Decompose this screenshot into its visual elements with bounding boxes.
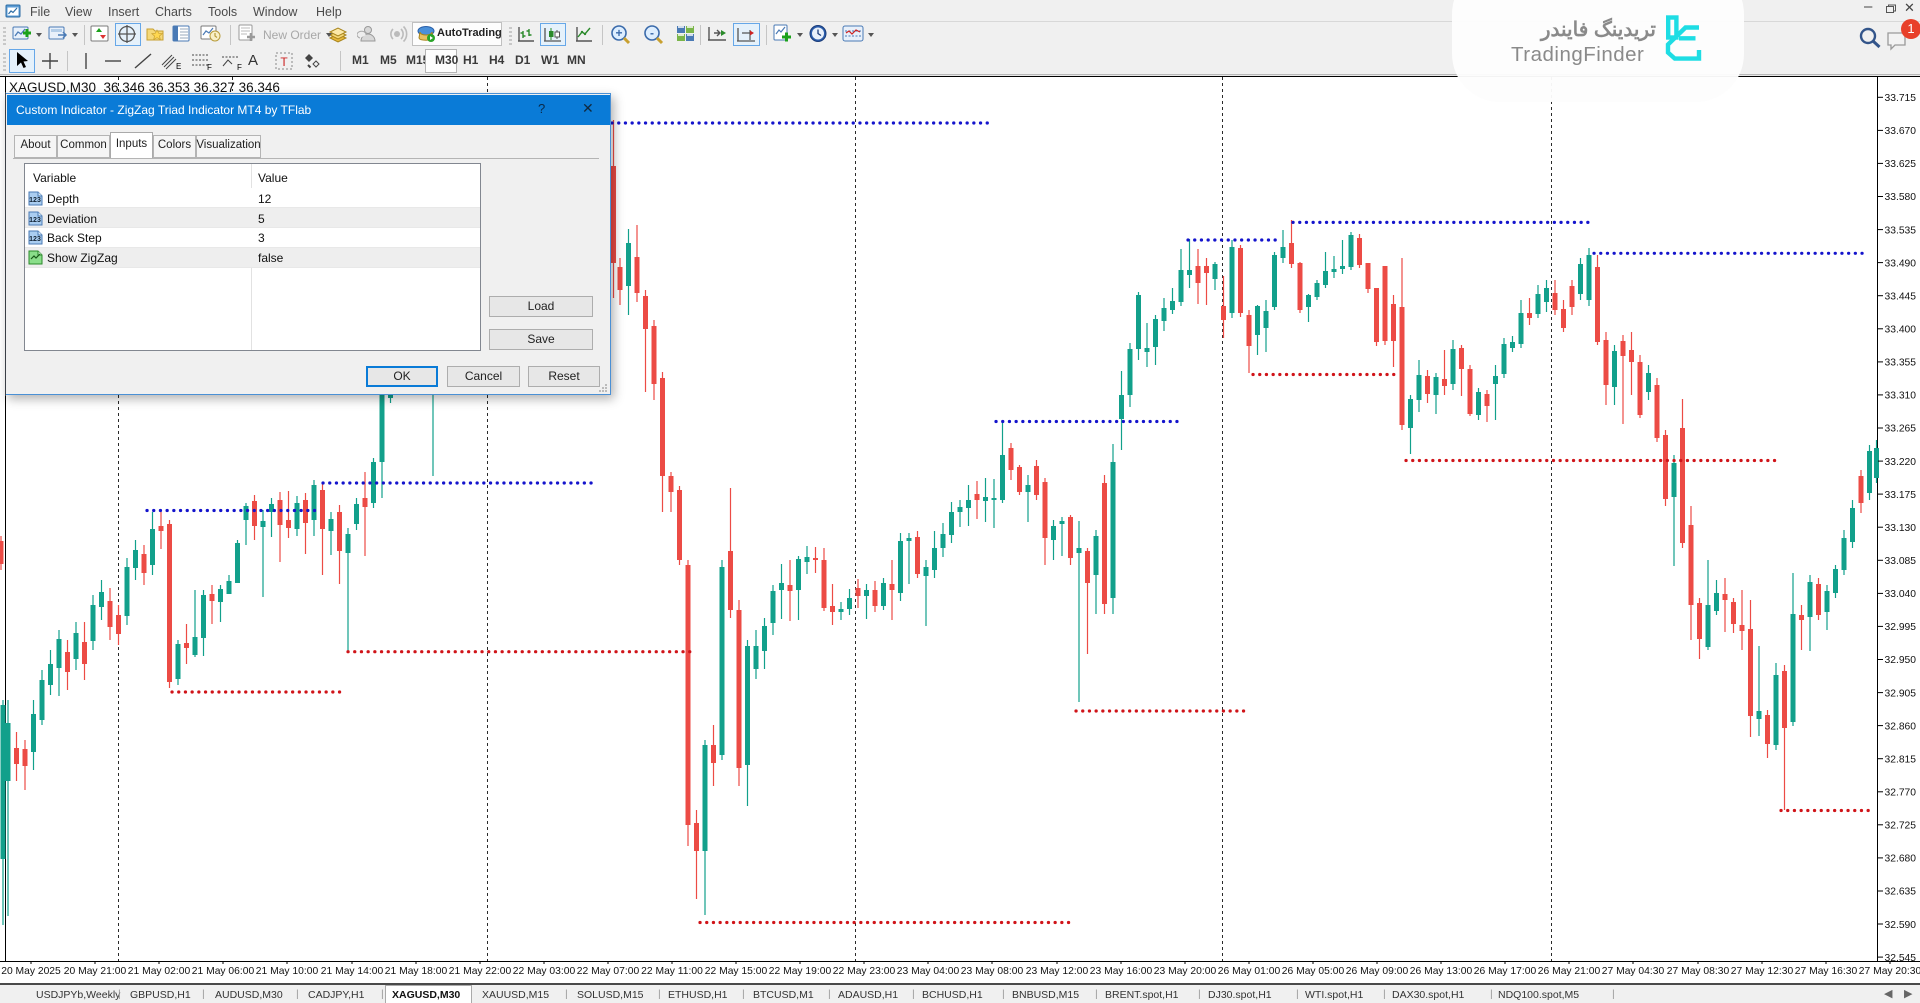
svg-text:26 May 13:00: 26 May 13:00 (1410, 966, 1473, 977)
svg-text:33.400: 33.400 (1885, 325, 1917, 336)
svg-text:33.040: 33.040 (1885, 589, 1917, 600)
svg-text:21 May 02:00: 21 May 02:00 (128, 966, 191, 977)
svg-text:32.635: 32.635 (1885, 887, 1917, 898)
svg-text:21 May 10:00: 21 May 10:00 (256, 966, 319, 977)
svg-text:33.355: 33.355 (1885, 358, 1917, 369)
svg-text:20 May 21:00: 20 May 21:00 (64, 966, 127, 977)
svg-text:33.625: 33.625 (1885, 159, 1917, 170)
svg-text:33.085: 33.085 (1885, 556, 1917, 567)
svg-text:22 May 11:00: 22 May 11:00 (641, 966, 703, 977)
svg-text:27 May 08:30: 27 May 08:30 (1667, 966, 1730, 977)
svg-text:32.950: 32.950 (1885, 655, 1917, 666)
svg-text:26 May 17:00: 26 May 17:00 (1474, 966, 1537, 977)
svg-text:33.535: 33.535 (1885, 225, 1917, 236)
svg-text:33.715: 33.715 (1885, 93, 1917, 104)
svg-text:22 May 07:00: 22 May 07:00 (577, 966, 640, 977)
svg-text:32.815: 32.815 (1885, 754, 1917, 765)
svg-text:32.680: 32.680 (1885, 854, 1917, 865)
svg-text:33.220: 33.220 (1885, 457, 1917, 468)
svg-text:33.580: 33.580 (1885, 192, 1917, 203)
svg-text:26 May 01:00: 26 May 01:00 (1218, 966, 1281, 977)
svg-text:32.545: 32.545 (1885, 953, 1917, 964)
svg-text:22 May 19:00: 22 May 19:00 (769, 966, 832, 977)
svg-text:F: F (237, 63, 242, 71)
svg-text:23 May 12:00: 23 May 12:00 (1026, 966, 1089, 977)
svg-text:33.310: 33.310 (1885, 391, 1917, 402)
svg-text:27 May 12:30: 27 May 12:30 (1731, 966, 1794, 977)
svg-text:32.860: 32.860 (1885, 721, 1917, 732)
svg-text:32.725: 32.725 (1885, 821, 1917, 832)
svg-text:22 May 03:00: 22 May 03:00 (513, 966, 576, 977)
svg-text:23 May 08:00: 23 May 08:00 (961, 966, 1024, 977)
svg-text:32.905: 32.905 (1885, 688, 1917, 699)
svg-text:21 May 06:00: 21 May 06:00 (192, 966, 255, 977)
svg-text:20 May 2025: 20 May 2025 (1, 966, 61, 977)
svg-text:21 May 18:00: 21 May 18:00 (385, 966, 448, 977)
svg-text:33.130: 33.130 (1885, 523, 1917, 534)
svg-text:33.670: 33.670 (1885, 126, 1917, 137)
svg-text:32.770: 32.770 (1885, 788, 1917, 799)
svg-text:-: - (650, 26, 654, 40)
svg-text:21 May 22:00: 21 May 22:00 (449, 966, 512, 977)
svg-text:33.175: 33.175 (1885, 490, 1917, 501)
svg-text:T: T (280, 55, 288, 69)
svg-text:XAGUSD,M30 36.346 36.353 36.3: XAGUSD,M30 36.346 36.353 36.327 36.346 (9, 80, 280, 95)
svg-text:23 May 16:00: 23 May 16:00 (1090, 966, 1153, 977)
svg-text:26 May 05:00: 26 May 05:00 (1282, 966, 1345, 977)
svg-text:32.995: 32.995 (1885, 622, 1917, 633)
svg-text:F: F (207, 63, 212, 71)
svg-text:32.590: 32.590 (1885, 920, 1917, 931)
svg-text:27 May 16:30: 27 May 16:30 (1795, 966, 1858, 977)
svg-text:33.265: 33.265 (1885, 424, 1917, 435)
svg-text:21 May 14:00: 21 May 14:00 (321, 966, 384, 977)
svg-text:+: + (615, 26, 622, 40)
svg-text:123: 123 (29, 197, 41, 204)
svg-text:27 May 20:30: 27 May 20:30 (1859, 966, 1920, 977)
svg-text:27 May 04:30: 27 May 04:30 (1602, 966, 1665, 977)
svg-text:E: E (176, 62, 181, 71)
svg-text:33.445: 33.445 (1885, 291, 1917, 302)
svg-text:22 May 23:00: 22 May 23:00 (833, 966, 896, 977)
svg-text:26 May 21:00: 26 May 21:00 (1538, 966, 1601, 977)
svg-text:123: 123 (29, 217, 41, 224)
svg-text:26 May 09:00: 26 May 09:00 (1346, 966, 1409, 977)
svg-text:123: 123 (29, 236, 41, 243)
svg-text:22 May 15:00: 22 May 15:00 (705, 966, 768, 977)
svg-text:23 May 20:00: 23 May 20:00 (1154, 966, 1217, 977)
svg-text:23 May 04:00: 23 May 04:00 (897, 966, 960, 977)
svg-text:33.490: 33.490 (1885, 258, 1917, 269)
